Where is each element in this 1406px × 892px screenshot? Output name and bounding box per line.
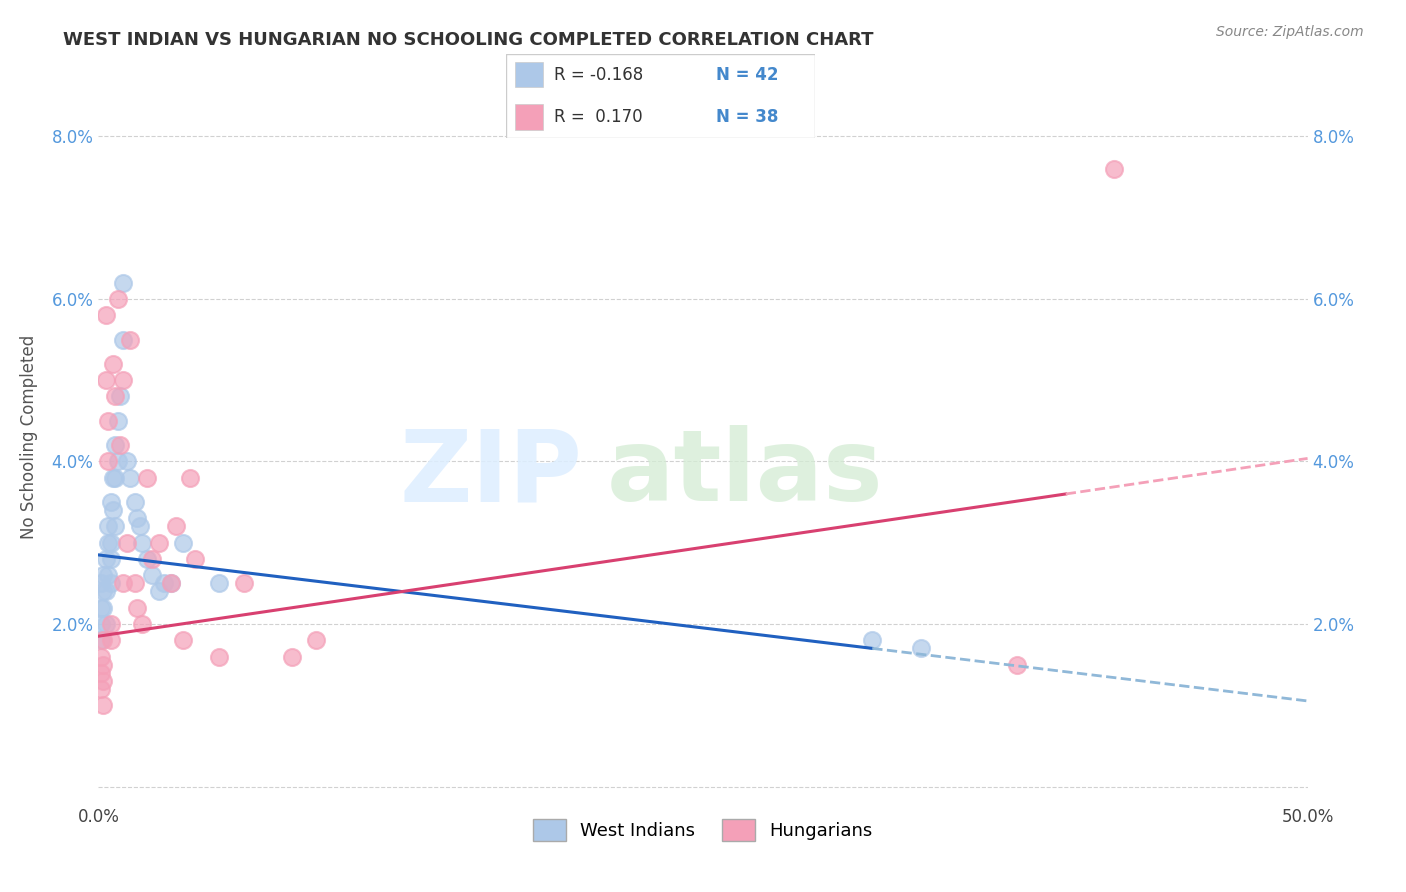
Point <box>118 333 141 347</box>
Point <box>90 576 112 591</box>
Point <box>124 576 146 591</box>
Point <box>128 519 150 533</box>
Point <box>94 584 117 599</box>
Point <box>172 633 194 648</box>
Point <box>97 535 120 549</box>
Point <box>101 357 124 371</box>
Point <box>131 535 153 549</box>
Point <box>94 552 117 566</box>
Point <box>117 535 139 549</box>
Text: N = 42: N = 42 <box>717 66 779 84</box>
Point <box>124 495 146 509</box>
Point <box>184 552 207 566</box>
Point <box>91 584 114 599</box>
Point <box>165 519 187 533</box>
Point <box>90 600 112 615</box>
Text: R = -0.168: R = -0.168 <box>554 66 644 84</box>
Point <box>107 292 129 306</box>
Point <box>135 552 157 566</box>
Point <box>90 617 112 632</box>
Point <box>97 519 120 533</box>
Point <box>111 276 134 290</box>
Point <box>100 552 122 566</box>
Point <box>101 471 124 485</box>
Point <box>111 576 134 591</box>
Point <box>94 308 117 322</box>
Point <box>141 552 163 566</box>
Point <box>91 698 114 713</box>
Point <box>148 535 170 549</box>
Point <box>160 576 183 591</box>
Point <box>172 535 194 549</box>
Point <box>100 617 122 632</box>
Point <box>111 373 134 387</box>
Point <box>100 535 122 549</box>
Text: R =  0.170: R = 0.170 <box>554 108 643 126</box>
Point <box>91 600 114 615</box>
Point <box>91 633 114 648</box>
Point <box>90 633 112 648</box>
Point <box>97 454 120 468</box>
Point <box>1102 161 1125 176</box>
Point <box>152 576 174 591</box>
Point <box>127 600 149 615</box>
Point <box>141 568 163 582</box>
Legend: West Indians, Hungarians: West Indians, Hungarians <box>526 812 880 848</box>
FancyBboxPatch shape <box>506 54 815 138</box>
FancyBboxPatch shape <box>516 62 543 87</box>
Point <box>91 568 114 582</box>
FancyBboxPatch shape <box>516 104 543 130</box>
Point <box>135 471 157 485</box>
Point <box>860 633 883 648</box>
Point <box>90 681 112 696</box>
Point <box>91 673 114 688</box>
Point <box>127 511 149 525</box>
Point <box>100 576 122 591</box>
Text: Source: ZipAtlas.com: Source: ZipAtlas.com <box>1216 25 1364 39</box>
Point <box>208 649 231 664</box>
Point <box>104 389 127 403</box>
Point <box>100 633 122 648</box>
Text: N = 38: N = 38 <box>717 108 779 126</box>
Point <box>131 617 153 632</box>
Text: atlas: atlas <box>606 425 883 522</box>
Point <box>910 641 932 656</box>
Point <box>94 617 117 632</box>
Point <box>118 471 141 485</box>
Point <box>104 471 127 485</box>
Point <box>1007 657 1029 672</box>
Point <box>100 495 122 509</box>
Point <box>104 438 127 452</box>
Text: WEST INDIAN VS HUNGARIAN NO SCHOOLING COMPLETED CORRELATION CHART: WEST INDIAN VS HUNGARIAN NO SCHOOLING CO… <box>63 31 873 49</box>
Point <box>97 568 120 582</box>
Point <box>160 576 183 591</box>
Point <box>179 471 201 485</box>
Point <box>90 665 112 680</box>
Point <box>91 657 114 672</box>
Point <box>281 649 304 664</box>
Point <box>305 633 328 648</box>
Point <box>117 454 139 468</box>
Point <box>232 576 254 591</box>
Point <box>104 519 127 533</box>
Point <box>208 576 231 591</box>
Point <box>107 414 129 428</box>
Point <box>148 584 170 599</box>
Text: ZIP: ZIP <box>399 425 582 522</box>
Point <box>108 389 131 403</box>
Point <box>97 414 120 428</box>
Point <box>90 649 112 664</box>
Point <box>111 333 134 347</box>
Point <box>101 503 124 517</box>
Y-axis label: No Schooling Completed: No Schooling Completed <box>20 335 38 539</box>
Point <box>94 373 117 387</box>
Point <box>107 454 129 468</box>
Point <box>108 438 131 452</box>
